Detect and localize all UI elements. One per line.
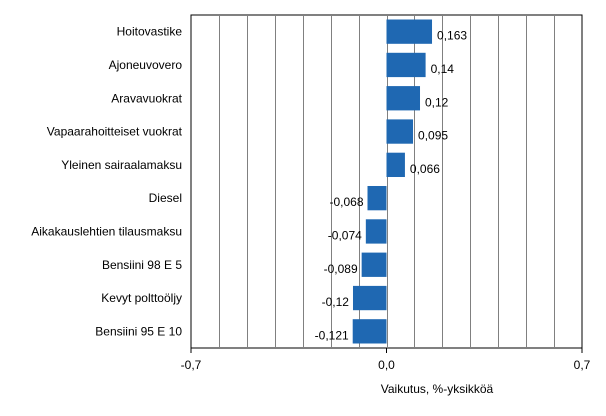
bar bbox=[367, 185, 387, 211]
value-label: 0,095 bbox=[418, 129, 448, 143]
category-label: Bensiini 98 E 5 bbox=[102, 258, 182, 272]
bar bbox=[386, 52, 426, 78]
bar bbox=[365, 219, 387, 244]
value-label: 0,163 bbox=[437, 29, 467, 43]
category-label: Ajoneuvovero bbox=[109, 58, 183, 72]
category-label: Hoitovastike bbox=[117, 25, 183, 39]
x-axis-title: Vaikutus, %-yksikköä bbox=[381, 382, 494, 396]
value-labels: 0,163 0,14 0,12 0,095 0,066 -0,068 -0,074 -0,08… bbox=[315, 29, 468, 343]
x-tick-label: -0,7 bbox=[181, 358, 202, 372]
bar bbox=[361, 252, 387, 277]
value-label: 0,14 bbox=[431, 62, 455, 76]
bar bbox=[386, 119, 414, 144]
category-label: Bensiini 95 E 10 bbox=[95, 324, 182, 338]
bar bbox=[386, 19, 433, 44]
bars bbox=[352, 19, 433, 344]
category-label: Aravavuokrat bbox=[111, 91, 182, 105]
value-label: -0,068 bbox=[329, 195, 363, 209]
x-axis-ticks: -0,7 0,0 0,7 bbox=[181, 348, 591, 372]
value-label: -0,089 bbox=[324, 262, 358, 276]
bar bbox=[352, 319, 387, 344]
category-label: Vapaarahoitteiset vuokrat bbox=[47, 125, 183, 139]
category-labels: Hoitovastike Ajoneuvovero Aravavuokrat Vapa… bbox=[31, 25, 182, 339]
bar bbox=[386, 152, 405, 178]
value-label: 0,12 bbox=[425, 95, 449, 109]
category-label: Kevyt polttoöljy bbox=[101, 291, 182, 305]
value-label: 0,066 bbox=[410, 162, 440, 176]
bar bbox=[386, 86, 421, 111]
value-label: -0,12 bbox=[322, 295, 350, 309]
category-label: Aikakauslehtien tilausmaksu bbox=[31, 224, 182, 238]
bar bbox=[352, 285, 387, 311]
value-label: -0,121 bbox=[315, 328, 349, 342]
x-tick-label: 0,7 bbox=[574, 358, 591, 372]
x-tick-label: 0,0 bbox=[378, 358, 395, 372]
category-label: Yleinen sairaalamaksu bbox=[61, 158, 182, 172]
value-label: -0,074 bbox=[328, 228, 362, 242]
category-label: Diesel bbox=[149, 191, 182, 205]
